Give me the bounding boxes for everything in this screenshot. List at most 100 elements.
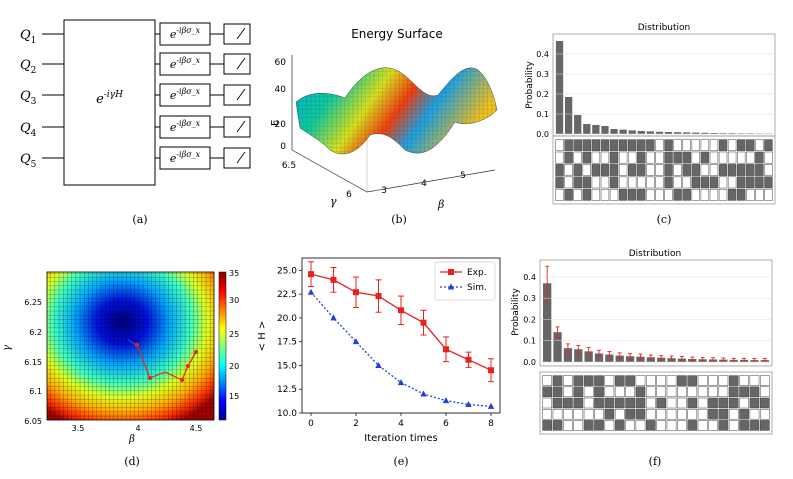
distribution-bar (637, 131, 645, 134)
bitstring-cell (755, 164, 764, 176)
line-e-ytick: 20.0 (277, 314, 297, 324)
colorbar-tick: 15 (229, 392, 239, 401)
bitstring-cell (563, 375, 573, 386)
bitstring-cell (691, 139, 700, 152)
line-e-xtick: 0 (308, 419, 314, 429)
bitstring-cell (573, 176, 582, 189)
bitstring-cell (635, 386, 646, 398)
bitstring-cell (691, 176, 700, 189)
bitstring-cell (604, 386, 615, 398)
bitstring-cell (618, 188, 628, 201)
bitstring-cell (618, 151, 628, 164)
line-e-ytick: 10.0 (277, 409, 297, 419)
bitstring-cell (591, 188, 601, 201)
bitstring-cell (600, 151, 610, 164)
data-point (420, 390, 427, 397)
surface-ytick: 6.5 (282, 161, 296, 171)
bitstring-cell (755, 188, 764, 201)
bitstring-cell (700, 164, 710, 176)
data-point (465, 356, 472, 363)
bitstring-cell (573, 408, 584, 420)
bitstring-cell (635, 420, 646, 431)
bitstring-cell (697, 386, 708, 398)
bitstring-cell (552, 420, 563, 431)
bitstring-cell (542, 375, 553, 386)
distribution-bar (719, 133, 727, 134)
bitstring-cell (718, 397, 729, 409)
bitstring-cell (583, 408, 594, 420)
rotation-gate (159, 22, 211, 46)
bitstring-cell (746, 164, 755, 176)
measurement-gate (223, 23, 251, 45)
bitstring-cell (656, 375, 667, 386)
bitstring-cell (552, 397, 563, 409)
bitstring-cell (682, 176, 691, 189)
expectation-line-chart: 0 2 4 6 8 25.0 22.5 20.0 17.5 15.0 12.5 10.0 Iterat… (257, 257, 501, 444)
bitstring-cell (749, 375, 760, 386)
data-point (308, 271, 314, 278)
bitstring-cell (637, 188, 646, 201)
heatmap-xlabel: β (128, 434, 135, 445)
data-point (442, 397, 450, 404)
bitstring-cell (718, 386, 729, 398)
distribution-bar (601, 126, 609, 134)
distribution-bar (574, 115, 582, 134)
line-e-ytick: 25.0 (277, 266, 297, 276)
rotation-gate-label: e-iβσ_x (170, 150, 201, 165)
bitstring-cell (555, 151, 564, 164)
bitstring-cell (673, 176, 682, 189)
bitstring-cell (646, 164, 655, 176)
line-e-xtick: 8 (488, 419, 494, 429)
bitstring-cell (542, 420, 553, 431)
bitstring-cell (687, 375, 698, 386)
bitstring-cell (591, 139, 601, 152)
bitstring-cell (582, 164, 591, 176)
distribution-ytick: 0.0 (536, 130, 549, 139)
surface-ytick: 6 (346, 190, 352, 200)
bitstring-cell (625, 397, 635, 409)
bitstring-cell (655, 176, 664, 189)
bitstring-cell (664, 188, 673, 201)
bitstring-cell (739, 408, 749, 420)
bitstring-cell (552, 408, 563, 420)
distribution-chart-f: Distribution Probability 0.4 0.3 0.2 0.1 0.0 (511, 249, 773, 435)
data-point (420, 319, 427, 326)
bitstring-cell (677, 397, 687, 409)
bitstring-cell (637, 139, 646, 152)
panel-label: (d) (124, 455, 140, 468)
bitstring-cell (655, 164, 664, 176)
bitstring-cell (737, 139, 746, 152)
distribution-c-ylabel: Probability (525, 61, 535, 109)
distribution-bar (710, 133, 718, 134)
bitstring-cell (727, 188, 737, 201)
bitstring-cell (708, 375, 718, 386)
bitstring-cell (682, 188, 691, 201)
bitstring-cell (749, 386, 760, 398)
data-point (487, 402, 495, 409)
heatmap-ytick: 6.15 (24, 358, 42, 367)
line-e-ytick: 12.5 (277, 385, 297, 395)
data-point (397, 379, 405, 386)
bitstring-cell (637, 176, 646, 189)
bitstring-cell (542, 386, 553, 398)
bitstring-cell (573, 386, 584, 398)
line-e-legend: Exp. Sim. (434, 261, 496, 301)
bitstring-cell (573, 151, 582, 164)
bitstring-cell (635, 408, 646, 420)
line-e-ytick: 22.5 (277, 290, 297, 300)
meter-needle (236, 151, 246, 164)
bitstring-cell (708, 420, 718, 431)
bitstring-cell (582, 151, 591, 164)
bitstring-cell (718, 164, 728, 176)
data-point (488, 367, 494, 374)
bitstring-cell (759, 408, 770, 420)
colorbar (218, 271, 227, 421)
bitstring-cell (573, 397, 584, 409)
panel-label: (e) (393, 455, 408, 468)
bitstring-cell (564, 164, 573, 176)
colorbar-tick: 35 (229, 269, 239, 278)
bitstring-cell (749, 397, 760, 409)
bitstring-cell (728, 397, 739, 409)
bitstring-cell (739, 420, 749, 431)
